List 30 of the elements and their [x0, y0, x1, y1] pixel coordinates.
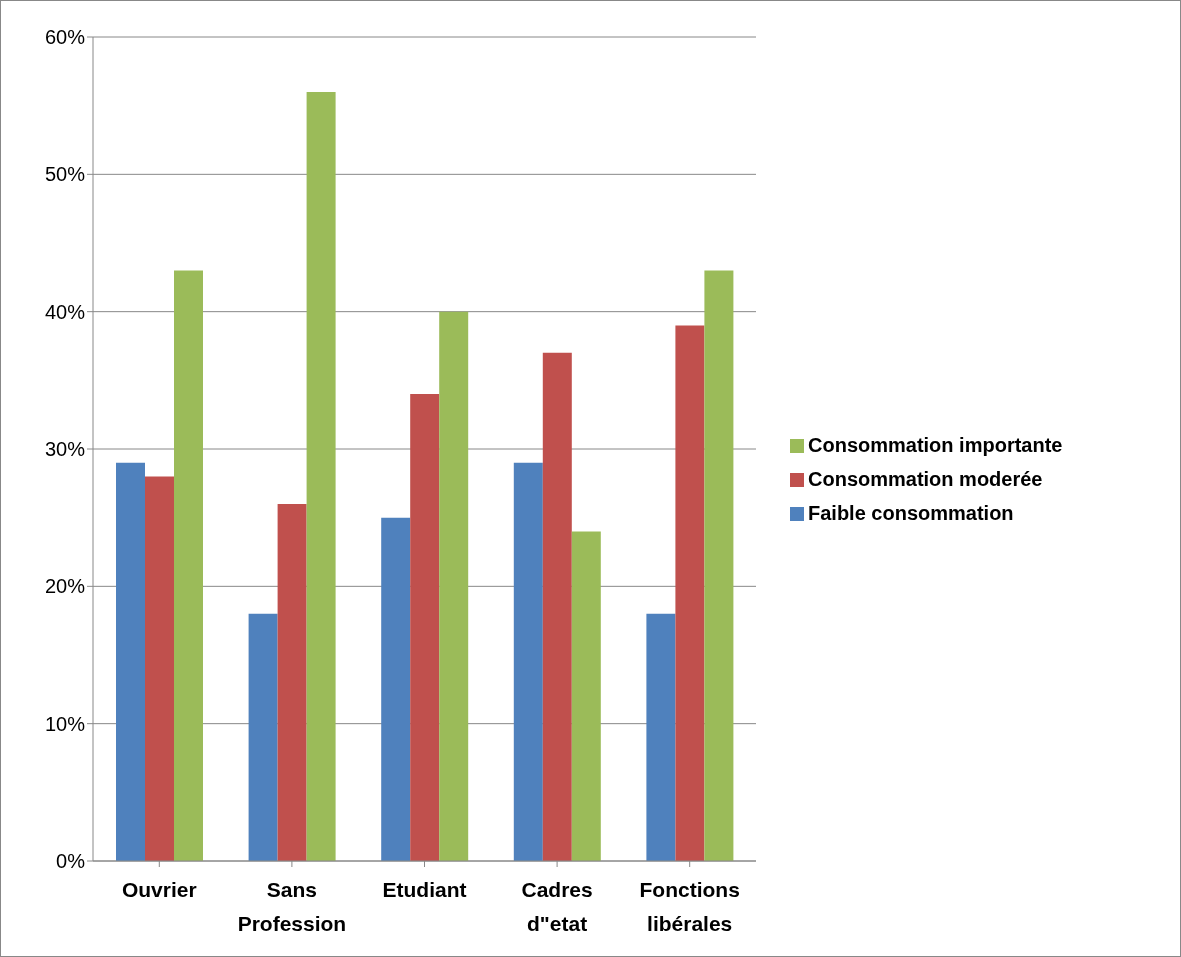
x-tick-label: Sans Profession [237, 878, 347, 935]
bar [248, 613, 278, 861]
bar [410, 394, 440, 861]
legend-label: Consommation importante [808, 433, 1063, 456]
y-tick-label: 50% [44, 163, 86, 186]
bar [513, 462, 543, 861]
x-tick-label: Cadres d"etat [521, 878, 593, 935]
bar [381, 517, 411, 861]
bar [116, 462, 145, 861]
x-tick-label: Ouvrier [121, 878, 197, 901]
y-tick-label: 60% [44, 26, 86, 49]
bar [704, 270, 734, 861]
y-tick-label: 10% [44, 712, 86, 735]
bar [675, 325, 705, 861]
bar [542, 352, 572, 861]
bar [646, 613, 676, 861]
y-tick-label: 30% [44, 438, 86, 461]
legend-label: Consommation moderée [808, 467, 1043, 490]
y-tick-label: 40% [44, 300, 86, 323]
x-tick-label: Etudiant [382, 878, 467, 901]
x-tick-label: Fonctions libérales [639, 878, 740, 935]
bar [174, 270, 203, 861]
y-tick-label: 0% [56, 850, 86, 873]
bar [145, 476, 174, 861]
bar [439, 311, 469, 861]
y-tick-label: 20% [44, 575, 86, 598]
bar [571, 531, 601, 861]
bar [306, 91, 336, 861]
legend-label: Faible consommation [808, 501, 1014, 524]
bar [277, 503, 307, 861]
